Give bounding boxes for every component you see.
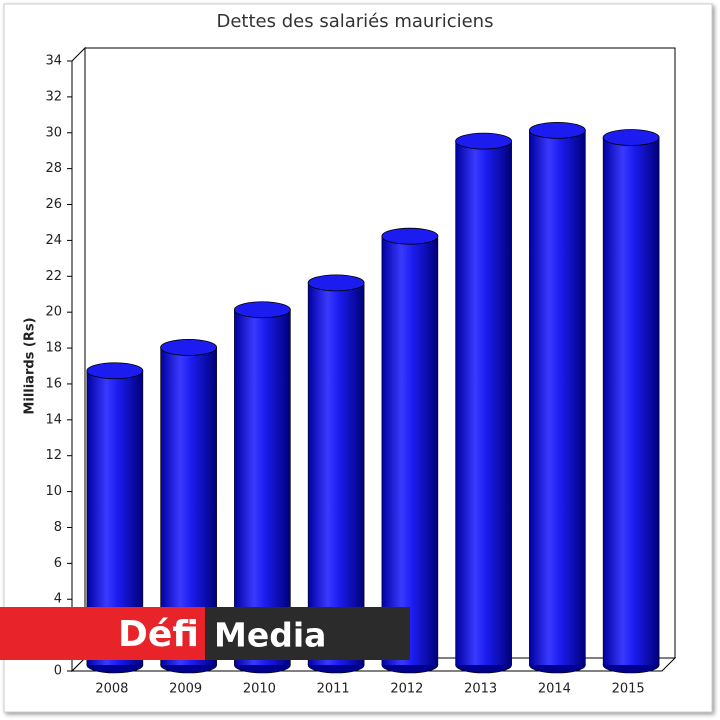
bar-body [529, 130, 586, 666]
bar-body [603, 137, 660, 665]
logo-dark [205, 607, 410, 660]
bar-top [455, 132, 513, 150]
x-tick-label: 2014 [538, 682, 571, 697]
logo-red [0, 607, 205, 660]
bar-top [307, 274, 365, 292]
y-tick-label: 0 [54, 664, 62, 679]
y-tick-label: 6 [54, 556, 62, 571]
bar-top [160, 339, 218, 356]
bar [455, 132, 513, 674]
plot-wall [71, 46, 86, 673]
y-tick-label: 24 [45, 233, 62, 248]
bar [602, 129, 660, 674]
logo-defi: Défi [118, 614, 199, 655]
bar-top [381, 227, 439, 245]
chart-title: Dettes des salariés mauriciens [217, 11, 494, 32]
bar-top [86, 362, 144, 380]
y-tick-label: 28 [45, 161, 62, 176]
bar [307, 274, 365, 674]
logo-media: Media [214, 616, 326, 655]
y-tick-label: 20 [45, 305, 62, 320]
x-tick-label: 2012 [390, 682, 423, 697]
bar-body [381, 236, 438, 666]
y-tick-label: 18 [45, 341, 62, 356]
logo: Défi Media [0, 607, 410, 660]
bar [233, 301, 291, 674]
bar-top [602, 129, 660, 146]
bar-body [234, 309, 291, 665]
y-tick-label: 8 [54, 520, 62, 535]
bar-top [528, 121, 586, 139]
bar-body [308, 282, 365, 665]
y-tick-label: 4 [54, 592, 62, 607]
y-tick-label: 30 [45, 125, 62, 140]
x-tick-label: 2015 [612, 682, 645, 697]
x-tick-label: 2008 [95, 682, 128, 697]
y-tick-label: 34 [45, 54, 62, 69]
x-tick-label: 2011 [317, 682, 350, 697]
y-tick-label: 32 [45, 89, 62, 104]
y-tick-label: 22 [45, 269, 62, 284]
bar [381, 227, 439, 674]
y-tick-label: 12 [45, 448, 62, 463]
bar [528, 121, 586, 674]
y-tick-label: 10 [45, 484, 62, 499]
x-tick-label: 2010 [243, 682, 276, 697]
y-axis-label: Milliards (Rs) [23, 317, 38, 414]
y-tick-label: 26 [45, 197, 62, 212]
bar-top [233, 301, 291, 319]
x-tick-label: 2009 [169, 682, 202, 697]
y-tick-label: 16 [45, 376, 62, 391]
bar-body [455, 141, 512, 665]
x-tick-label: 2013 [464, 682, 497, 697]
y-tick-label: 14 [45, 412, 62, 427]
